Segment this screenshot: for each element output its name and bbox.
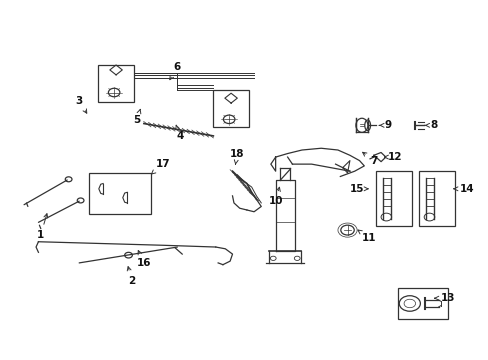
Text: 8: 8	[424, 120, 437, 130]
Text: 14: 14	[453, 184, 474, 194]
Text: 15: 15	[349, 184, 367, 194]
Text: 1: 1	[37, 214, 48, 240]
Text: 12: 12	[384, 152, 402, 162]
Text: 6: 6	[169, 62, 181, 80]
Text: 17: 17	[151, 159, 170, 174]
Text: 13: 13	[434, 293, 454, 303]
Bar	[376, 171, 411, 226]
Text: 16: 16	[136, 251, 151, 268]
Text: 3: 3	[75, 96, 86, 113]
Text: 5: 5	[133, 109, 141, 125]
Bar	[419, 171, 454, 226]
Text: 4: 4	[175, 125, 183, 141]
Text: 2: 2	[127, 267, 135, 285]
Text: 9: 9	[378, 120, 391, 130]
Bar	[397, 288, 447, 319]
Bar	[89, 173, 151, 213]
Text: 18: 18	[229, 149, 244, 164]
Bar	[98, 66, 134, 102]
Text: 7: 7	[362, 152, 377, 166]
Text: 11: 11	[357, 230, 376, 243]
Bar	[213, 90, 249, 127]
Text: 10: 10	[268, 187, 283, 206]
